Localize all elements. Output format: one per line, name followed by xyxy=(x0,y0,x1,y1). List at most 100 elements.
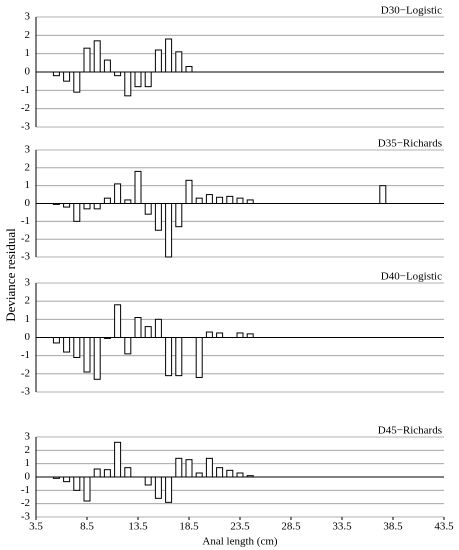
x-tick-label: 43.5 xyxy=(434,521,454,533)
bar xyxy=(185,459,193,478)
panel-title: D30−Logistic xyxy=(381,5,442,17)
bar xyxy=(246,475,254,478)
y-tick-label: 1 xyxy=(25,313,31,325)
x-tick-label: 38.5 xyxy=(383,521,403,533)
x-tick-label: 3.5 xyxy=(29,521,43,533)
y-axis-title: Deviance residual xyxy=(3,228,18,322)
bar xyxy=(195,197,203,204)
y-tick-label: 3 xyxy=(25,11,31,23)
bar xyxy=(83,203,91,210)
bar xyxy=(52,71,60,77)
bar xyxy=(144,203,152,215)
y-tick-label: 2 xyxy=(25,295,31,307)
bar xyxy=(93,40,101,73)
y-tick-label: 1 xyxy=(25,47,31,59)
bar xyxy=(226,469,234,478)
y-tick-label: -3 xyxy=(21,511,31,523)
bar xyxy=(114,441,122,478)
y-tick-label: 0 xyxy=(25,471,31,483)
bar xyxy=(175,203,183,228)
bar xyxy=(52,476,60,479)
panel-title: D35−Richards xyxy=(378,138,442,150)
y-tick-label: 1 xyxy=(25,179,31,191)
bar xyxy=(205,457,213,478)
bar xyxy=(134,317,142,338)
bar xyxy=(236,472,244,478)
y-tick-label: -3 xyxy=(21,386,31,398)
bar xyxy=(175,457,183,478)
bar xyxy=(144,326,152,339)
bar xyxy=(114,304,122,338)
y-tick-label: -2 xyxy=(21,367,30,379)
bar xyxy=(124,337,132,355)
bar xyxy=(144,71,152,88)
y-tick-label: -2 xyxy=(21,497,30,509)
bar xyxy=(63,203,71,208)
bar xyxy=(63,337,71,353)
bar xyxy=(175,337,183,377)
bar xyxy=(216,196,224,204)
y-tick-label: -1 xyxy=(21,215,30,227)
bar xyxy=(124,199,132,205)
panel-title: D45−Richards xyxy=(378,425,442,437)
bar xyxy=(165,38,173,73)
bar xyxy=(165,476,173,503)
bar xyxy=(246,333,254,339)
bar xyxy=(93,468,101,478)
x-tick-label: 13.5 xyxy=(128,521,148,533)
bar xyxy=(114,183,122,204)
bar xyxy=(83,476,91,502)
y-tick-label: 3 xyxy=(25,144,31,156)
bar xyxy=(154,476,162,499)
bar xyxy=(236,332,244,339)
bar xyxy=(103,469,111,478)
bar xyxy=(246,199,254,205)
bar xyxy=(144,476,152,486)
bar xyxy=(73,476,81,491)
y-tick-label: -1 xyxy=(21,484,30,496)
y-tick-label: 0 xyxy=(25,331,31,343)
y-tick-label: -1 xyxy=(21,349,30,361)
bar xyxy=(195,337,203,378)
bar xyxy=(124,467,132,478)
y-tick-label: 0 xyxy=(25,66,31,78)
x-tick-label: 28.5 xyxy=(281,521,301,533)
x-tick-label: 33.5 xyxy=(332,521,352,533)
bar xyxy=(83,47,91,73)
bar xyxy=(165,337,173,377)
bar xyxy=(63,71,71,82)
bar xyxy=(154,49,162,73)
x-axis-title: Anal length (cm) xyxy=(202,536,277,548)
bar xyxy=(63,476,71,483)
bar xyxy=(103,337,111,339)
bar xyxy=(226,195,234,205)
bar xyxy=(124,71,132,97)
bar xyxy=(216,467,224,478)
panel-title: D40−Logistic xyxy=(381,271,442,283)
bar xyxy=(73,203,81,222)
y-tick-label: -2 xyxy=(21,233,30,245)
bar xyxy=(93,337,101,380)
y-tick-label: -3 xyxy=(21,121,31,133)
bar xyxy=(52,203,60,205)
x-tick-label: 18.5 xyxy=(179,521,199,533)
y-tick-label: -2 xyxy=(21,102,30,114)
y-tick-label: 3 xyxy=(25,277,31,289)
y-tick-label: 0 xyxy=(25,197,31,209)
bar xyxy=(195,472,203,478)
bar xyxy=(185,179,193,204)
bar xyxy=(185,66,193,73)
bar xyxy=(379,185,387,205)
y-tick-label: 2 xyxy=(25,29,31,41)
bar xyxy=(154,203,162,231)
x-tick-label: 23.5 xyxy=(230,521,250,533)
x-tick-label: 8.5 xyxy=(80,521,94,533)
bar xyxy=(165,203,173,258)
bar xyxy=(134,170,142,204)
y-tick-label: -1 xyxy=(21,84,30,96)
y-tick-label: 3 xyxy=(25,431,31,443)
bar xyxy=(205,331,213,338)
y-tick-label: 2 xyxy=(25,444,31,456)
bar xyxy=(73,337,81,358)
